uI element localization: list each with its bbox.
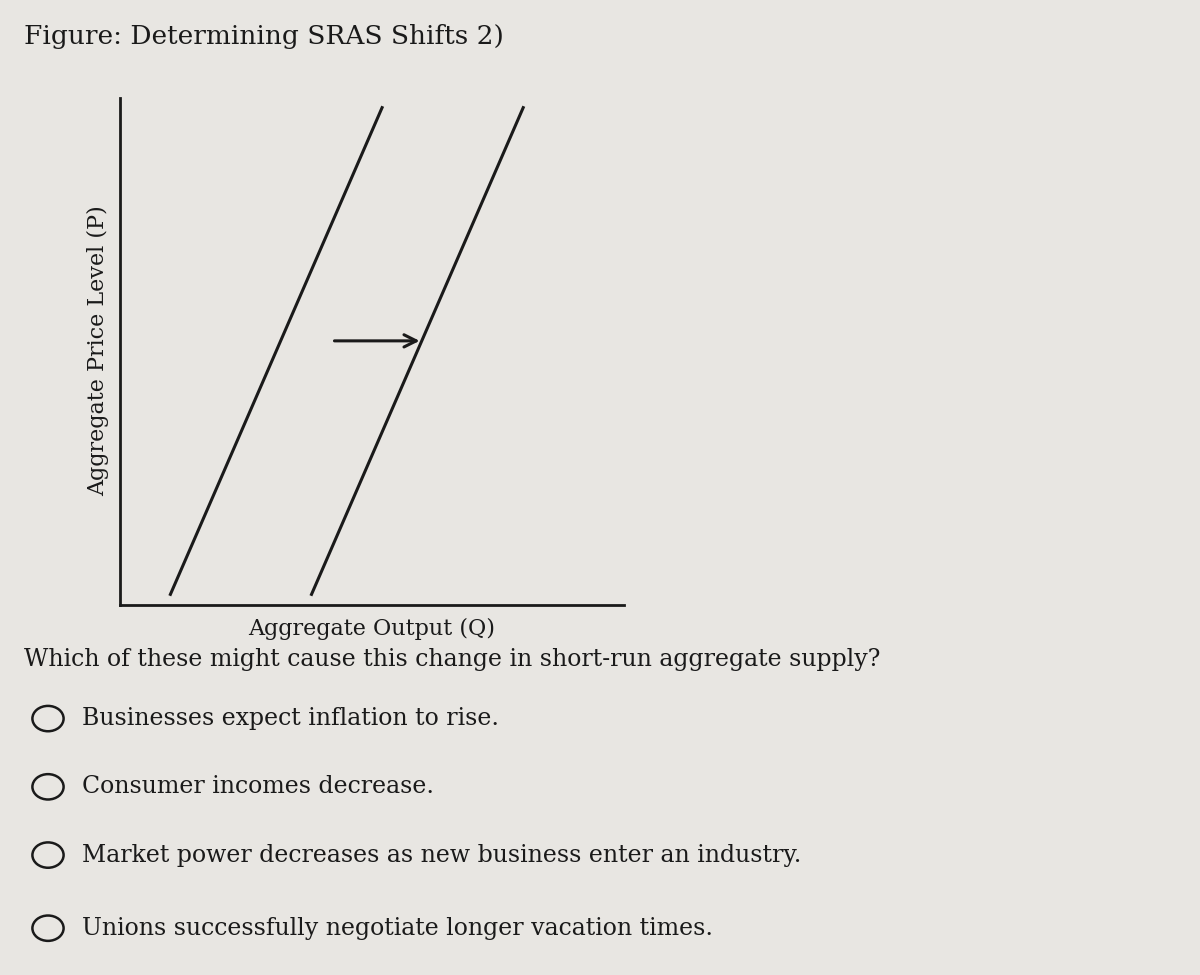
Text: Which of these might cause this change in short-run aggregate supply?: Which of these might cause this change i… xyxy=(24,648,881,672)
Text: Unions successfully negotiate longer vacation times.: Unions successfully negotiate longer vac… xyxy=(82,916,713,940)
Y-axis label: Aggregate Price Level (P): Aggregate Price Level (P) xyxy=(86,206,109,496)
Text: Consumer incomes decrease.: Consumer incomes decrease. xyxy=(82,775,433,799)
Text: Figure: Determining SRAS Shifts 2): Figure: Determining SRAS Shifts 2) xyxy=(24,24,504,50)
Text: Businesses expect inflation to rise.: Businesses expect inflation to rise. xyxy=(82,707,499,730)
Text: Market power decreases as new business enter an industry.: Market power decreases as new business e… xyxy=(82,843,800,867)
X-axis label: Aggregate Output (Q): Aggregate Output (Q) xyxy=(248,618,496,641)
